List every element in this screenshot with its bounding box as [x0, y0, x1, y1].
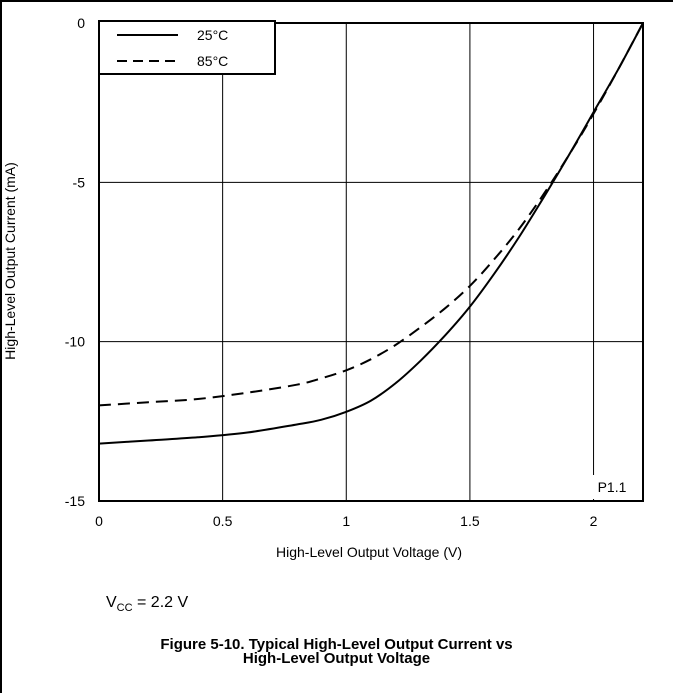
annotation-bg — [584, 475, 640, 499]
figure-caption: Figure 5-10. Typical High-Level Output C… — [0, 636, 673, 667]
legend-box — [98, 20, 276, 75]
tick-labels: 0 0.5 1 1.5 2 0 -5 -10 -15 — [65, 15, 598, 529]
y-tick-label: 0 — [77, 15, 85, 31]
legend: 25°C 85°C — [98, 20, 276, 75]
grid-lines — [98, 22, 643, 502]
x-tick-label: 2 — [590, 513, 598, 529]
y-axis-label: High-Level Output Current (mA) — [2, 162, 18, 360]
frame-top-border — [0, 0, 673, 2]
caption-line-2: High-Level Output Voltage — [242, 650, 431, 667]
vcc-value: = 2.2 V — [132, 594, 189, 611]
x-tick-label: 0.5 — [213, 513, 233, 529]
vcc-prefix: V — [106, 594, 117, 611]
caption-line-1: Figure 5-10. Typical High-Level Output C… — [160, 636, 513, 653]
x-tick-label: 0 — [95, 513, 103, 529]
x-tick-label: 1.5 — [460, 513, 480, 529]
vcc-subscript: CC — [116, 602, 133, 615]
y-tick-label: -5 — [73, 174, 86, 190]
legend-label-85c: 85°C — [197, 53, 228, 69]
current-voltage-chart: 0 0.5 1 1.5 2 0 -5 -10 -15 25°C 85°C P1.1 High-L… — [2, 15, 644, 560]
annotation-p1-1: P1.1 — [598, 479, 627, 495]
frame-left-border — [0, 0, 2, 693]
plot-border — [98, 22, 644, 502]
y-tick-label: -15 — [65, 493, 85, 509]
x-axis-label: High-Level Output Voltage (V) — [276, 544, 462, 560]
x-tick-label: 1 — [342, 513, 350, 529]
series-lines — [98, 22, 644, 445]
vcc-condition: VCC = 2.2 V — [106, 594, 188, 614]
legend-label-25c: 25°C — [197, 27, 228, 43]
series-line-85c — [98, 22, 644, 407]
series-line-25c — [98, 22, 644, 445]
y-tick-label: -10 — [65, 334, 85, 350]
